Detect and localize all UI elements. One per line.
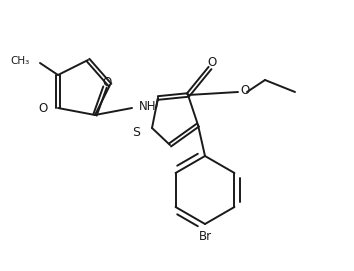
Text: NH: NH bbox=[139, 99, 157, 112]
Text: O: O bbox=[207, 56, 217, 69]
Text: CH₃: CH₃ bbox=[11, 56, 30, 66]
Text: S: S bbox=[132, 125, 140, 138]
Text: O: O bbox=[39, 102, 48, 115]
Text: Br: Br bbox=[199, 230, 212, 243]
Text: O: O bbox=[240, 83, 250, 96]
Text: O: O bbox=[102, 76, 112, 89]
